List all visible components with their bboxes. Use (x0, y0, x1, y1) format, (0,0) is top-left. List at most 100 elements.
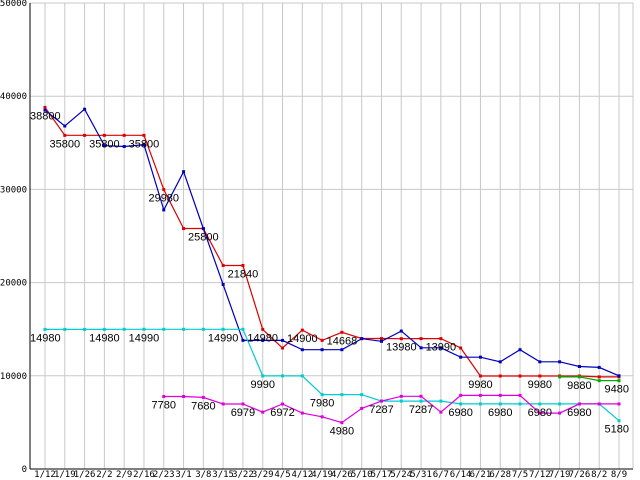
data-point (162, 394, 166, 398)
data-point (340, 348, 344, 352)
x-tick-label: 2/23 (153, 470, 175, 480)
data-point (498, 402, 502, 406)
gridlines (30, 2, 634, 470)
x-tick-label: 8/2 (591, 470, 607, 480)
y-tick-label: 30000 (0, 185, 27, 195)
data-label: 14990 (208, 332, 239, 344)
x-tick-label: 5/24 (390, 470, 412, 480)
data-point (241, 327, 245, 331)
data-point (360, 393, 364, 397)
data-point (43, 108, 47, 112)
data-point (182, 327, 186, 331)
data-point (518, 402, 522, 406)
data-point (261, 327, 265, 331)
data-point (478, 393, 482, 397)
data-point (340, 330, 344, 334)
data-point (558, 411, 562, 415)
data-point (379, 339, 383, 343)
data-point (261, 338, 265, 342)
x-tick-label: 7/5 (512, 470, 528, 480)
x-tick-label: 5/10 (351, 470, 373, 480)
data-point (439, 410, 443, 414)
data-point (63, 133, 67, 137)
data-point (399, 337, 403, 341)
data-point (122, 327, 126, 331)
data-label: 9980 (468, 379, 492, 391)
data-point (577, 402, 581, 406)
x-tick-label: 2/16 (133, 470, 155, 480)
y-tick-label: 0 (22, 465, 27, 475)
data-point (360, 337, 364, 341)
data-point (538, 374, 542, 378)
data-point (538, 411, 542, 415)
data-point (201, 227, 205, 231)
data-point (419, 399, 423, 403)
data-point (142, 327, 146, 331)
data-label: 6980 (567, 407, 591, 419)
series-lines (43, 105, 621, 425)
data-labels: 38800 35800 35800 35800 29980 25800 21840 14980… (30, 110, 629, 437)
data-label: 35800 (49, 138, 80, 150)
data-label: 29980 (148, 193, 179, 205)
data-point (518, 393, 522, 397)
data-label: 14900 (287, 333, 318, 345)
x-tick-label: 3/29 (252, 470, 274, 480)
data-point (83, 327, 87, 331)
data-point (162, 208, 166, 212)
data-point (241, 338, 245, 342)
data-point (617, 402, 621, 406)
data-point (63, 327, 67, 331)
data-point (498, 360, 502, 364)
data-point (182, 227, 186, 231)
data-point (518, 348, 522, 352)
data-label: 25800 (188, 232, 219, 244)
data-point (538, 402, 542, 406)
data-label: 9980 (528, 379, 552, 391)
data-point (83, 133, 87, 137)
data-point (597, 402, 601, 406)
y-axis-ticks: 0 10000 20000 30000 40000 50000 (0, 0, 27, 475)
data-label: 7287 (369, 404, 393, 416)
data-point (201, 327, 205, 331)
x-tick-label: 7/26 (569, 470, 591, 480)
data-point (281, 374, 285, 378)
data-point (597, 375, 601, 379)
data-point (340, 421, 344, 425)
data-point (459, 393, 463, 397)
data-point (162, 188, 166, 192)
data-point (419, 346, 423, 350)
data-point (558, 360, 562, 364)
x-tick-label: 5/31 (410, 470, 432, 480)
data-point (102, 133, 106, 137)
data-label: 6980 (528, 407, 552, 419)
series-line (44, 107, 619, 378)
data-point (142, 143, 146, 147)
x-tick-label: 3/15 (212, 470, 234, 480)
data-point (241, 263, 245, 267)
x-tick-label: 4/12 (291, 470, 313, 480)
x-tick-label: 6/14 (450, 470, 472, 480)
data-point (300, 374, 304, 378)
data-point (459, 346, 463, 350)
data-point (419, 394, 423, 398)
x-tick-label: 3/8 (195, 470, 211, 480)
data-point (281, 346, 285, 350)
data-point (459, 402, 463, 406)
x-tick-label: 5/17 (371, 470, 393, 480)
data-label: 14990 (129, 332, 160, 344)
data-point (102, 144, 106, 148)
data-point (498, 393, 502, 397)
data-label: 21840 (228, 268, 259, 280)
data-point (281, 338, 285, 342)
data-point (162, 327, 166, 331)
data-point (201, 395, 205, 399)
data-label: 6980 (448, 407, 472, 419)
data-label: 35800 (129, 138, 160, 150)
data-point (577, 364, 581, 368)
data-point (43, 327, 47, 331)
x-tick-label: 4/5 (274, 470, 290, 480)
data-point (63, 124, 67, 128)
data-point (340, 393, 344, 397)
x-tick-label: 3/22 (232, 470, 254, 480)
